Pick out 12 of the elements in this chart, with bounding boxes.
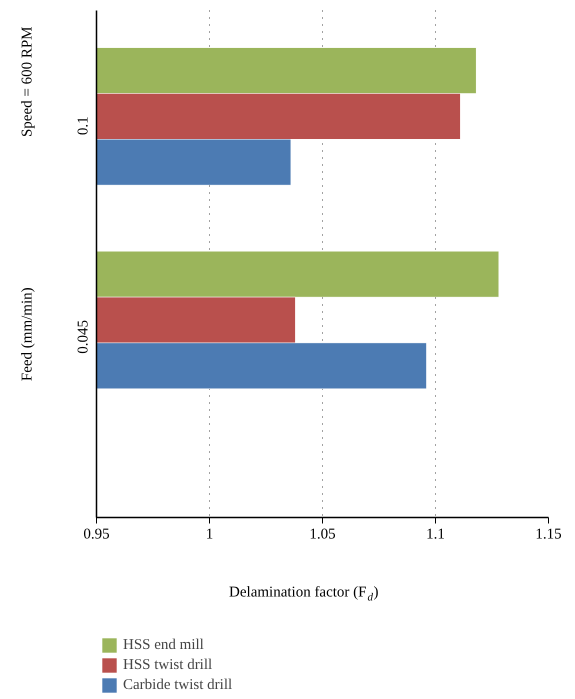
legend-label: HSS twist drill: [123, 656, 212, 674]
x-tick-label: 1.05: [309, 526, 336, 542]
x-tick-label: 1.15: [535, 526, 562, 542]
legend-label: Carbide twist drill: [123, 676, 232, 694]
x-tick-label: 0.95: [83, 526, 110, 542]
x-tick-label: 1.1: [426, 526, 445, 542]
y-axis-title: Feed (mm/min): [20, 287, 36, 382]
y-tick-label: 0.045: [76, 320, 92, 354]
legend-label: HSS end mill: [123, 636, 204, 654]
text: Speed = 600 RPM: [20, 26, 36, 138]
y-tick-label: 0.1: [76, 116, 92, 136]
x-tick-label: 1: [206, 526, 214, 542]
